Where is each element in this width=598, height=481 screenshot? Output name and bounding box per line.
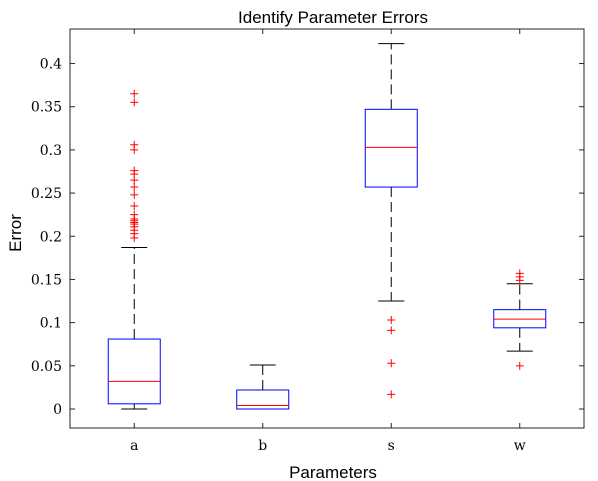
- chart-title: Identify Parameter Errors: [238, 8, 428, 27]
- outlier-w: [515, 361, 524, 370]
- box-b: [236, 389, 290, 410]
- y-tick-label: 0.35: [31, 100, 62, 116]
- y-tick-label: 0.25: [31, 186, 62, 202]
- y-tick-label: 0.05: [31, 359, 62, 375]
- outlier-a: [130, 166, 139, 175]
- y-tick-label: 0.15: [31, 272, 62, 288]
- outlier-a: [130, 202, 139, 211]
- outlier-a: [130, 183, 139, 192]
- outlier-s: [387, 316, 396, 325]
- x-axis-label: Parameters: [289, 463, 377, 481]
- box-s: [364, 108, 418, 188]
- x-tick-label: s: [388, 438, 395, 454]
- outlier-s: [387, 359, 396, 368]
- outlier-a: [130, 98, 139, 107]
- outlier-a: [130, 190, 139, 199]
- x-tick-label: a: [130, 438, 138, 454]
- y-tick-label: 0.1: [40, 316, 62, 332]
- y-tick-label: 0.4: [40, 57, 62, 73]
- outlier-s: [387, 390, 396, 399]
- outlier-a: [130, 140, 139, 149]
- y-tick-label: 0.3: [40, 143, 62, 159]
- outlier-s: [387, 326, 396, 335]
- plot-frame: [69, 28, 585, 429]
- box-a: [107, 338, 161, 405]
- outlier-w: [515, 269, 524, 278]
- outlier-a: [130, 210, 139, 219]
- y-axis-label: Error: [6, 214, 25, 252]
- outlier-a: [130, 89, 139, 98]
- x-tick-label: b: [258, 438, 267, 454]
- x-tick-label: w: [514, 438, 526, 454]
- y-tick-label: 0.2: [40, 229, 62, 245]
- y-tick-label: 0: [53, 402, 62, 418]
